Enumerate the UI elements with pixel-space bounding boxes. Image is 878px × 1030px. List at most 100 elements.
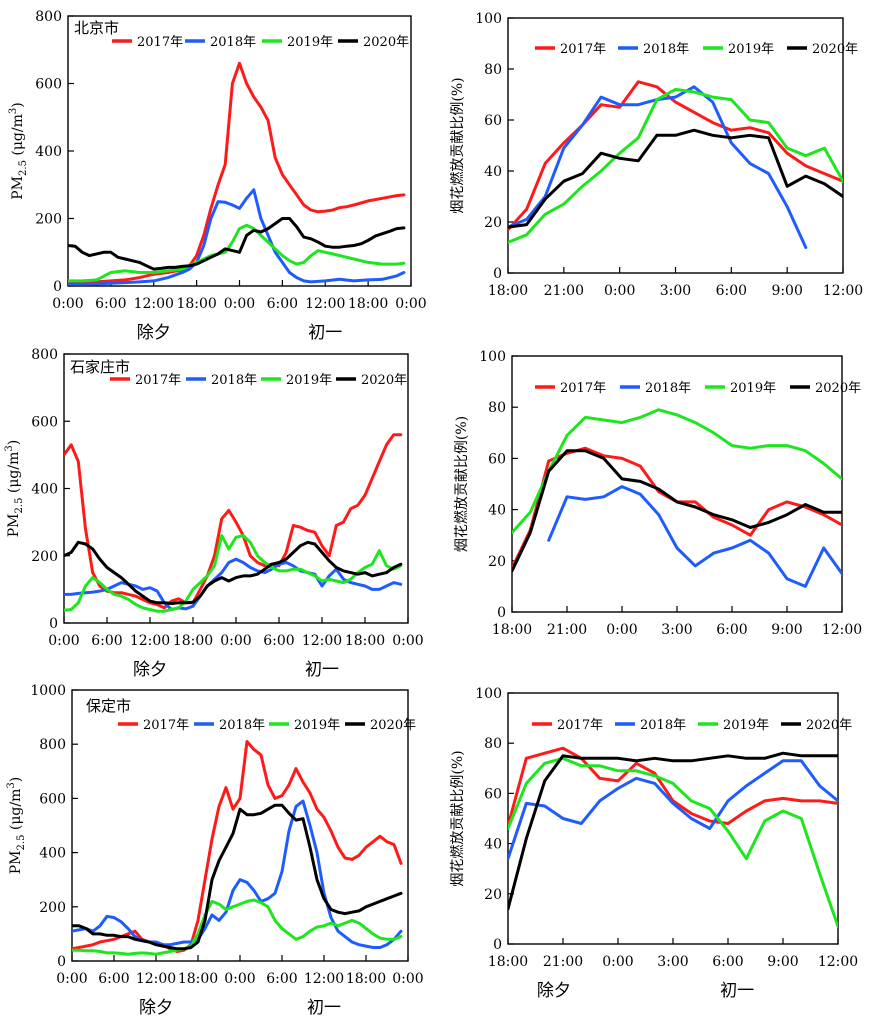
y-axis-title-part: 2.5: [18, 160, 29, 176]
x-tick-label: 0:00: [224, 296, 255, 312]
chart-panel-shijiazhuang-ratio: 0 20 40 60 80 100 18:00 21:00 0:00 3:00 6:00 9:00 12…: [453, 349, 862, 638]
series-line-2017: [72, 740, 403, 953]
y-tick-label: 100: [475, 11, 502, 27]
x-tick-label: 0:00: [395, 296, 426, 312]
series-line-2017: [68, 61, 406, 285]
x-tick-label: 18:00: [346, 971, 386, 987]
y-tick-label: 200: [39, 900, 66, 916]
y-tick-label: 0: [57, 954, 66, 970]
y-tick-label: 1000: [30, 683, 66, 699]
x-tick-label: 0:00: [220, 633, 251, 649]
x-tick-label: 6:00: [98, 971, 129, 987]
y-tick-label: 20: [488, 554, 506, 570]
y-axis-title-part: 2.5: [14, 498, 25, 514]
x-tick-label: 3:00: [661, 622, 692, 638]
day-label: 初一: [305, 660, 339, 680]
x-tick-label: 6:00: [95, 296, 126, 312]
y-tick-label: 600: [35, 77, 62, 93]
y-axis-title-part: (μg/m: [10, 114, 26, 160]
y-tick-label: 0: [493, 937, 502, 953]
x-tick-label: 9:00: [767, 954, 798, 970]
y-tick-label: 200: [31, 549, 58, 565]
series-line-2018: [508, 759, 838, 861]
x-tick-label: 12:00: [130, 633, 170, 649]
series-line-2020: [512, 449, 842, 573]
y-tick-label: 60: [488, 451, 506, 467]
x-tick-label: 0:00: [392, 971, 423, 987]
x-tick-label: 18:00: [488, 954, 528, 970]
x-tick-label: 6:00: [267, 296, 298, 312]
series-line-2017: [64, 433, 403, 610]
series-line-2019: [72, 898, 403, 956]
x-tick-label: 18:00: [176, 296, 216, 312]
legend-label: 2018年: [643, 42, 689, 57]
series-line-2019: [512, 408, 842, 535]
x-tick-label: 12:00: [823, 283, 863, 299]
legend-label: 2020年: [363, 35, 409, 50]
day-label: 除夕: [133, 660, 167, 680]
y-axis-title: PM2.5 (μg/m3): [6, 777, 27, 874]
y-tick-label: 600: [31, 414, 58, 430]
series-line-2018: [547, 485, 842, 588]
panel-title: 石家庄市: [70, 358, 130, 376]
y-tick-label: 80: [484, 736, 502, 752]
legend-label: 2020年: [815, 381, 861, 396]
y-tick-label: 80: [484, 62, 502, 78]
series-line-2020: [508, 751, 838, 911]
legend-label: 2020年: [361, 373, 407, 388]
x-tick-label: 18:00: [488, 283, 528, 299]
x-tick-label: 0:00: [48, 633, 79, 649]
legend-label: 2020年: [806, 718, 852, 733]
legend-label: 2019年: [728, 42, 774, 57]
y-tick-label: 200: [35, 212, 62, 228]
x-tick-label: 6:00: [712, 954, 743, 970]
series-line-2020: [72, 803, 403, 951]
x-tick-label: 6:00: [91, 633, 122, 649]
y-tick-label: 0: [53, 279, 62, 295]
y-axis-title-part: PM: [10, 176, 26, 200]
x-tick-label: 9:00: [771, 622, 802, 638]
legend-label: 2019年: [294, 718, 340, 733]
y-axis-title-part: ): [10, 102, 26, 107]
series-line-2019: [508, 87, 843, 244]
series-line-2019: [64, 534, 403, 613]
legend-label: 2017年: [143, 718, 189, 733]
legend-label: 2017年: [560, 381, 606, 396]
x-tick-label: 6:00: [263, 633, 294, 649]
series-line-2018: [64, 557, 403, 611]
day-label: 初一: [307, 998, 341, 1018]
y-axis-title-part: ): [8, 777, 24, 782]
y-axis-title: 烟花燃放贡献比例(%): [449, 77, 466, 213]
y-axis-title-part: PM: [6, 513, 22, 537]
legend-label: 2019年: [287, 35, 333, 50]
day-label: 除夕: [137, 323, 171, 343]
x-tick-label: 18:00: [173, 633, 213, 649]
x-tick-label: 0:00: [56, 971, 87, 987]
x-tick-label: 21:00: [547, 622, 587, 638]
x-tick-label: 6:00: [716, 622, 747, 638]
x-tick-label: 12:00: [305, 296, 345, 312]
y-axis-title-part: (μg/m: [6, 452, 22, 498]
y-tick-label: 60: [484, 113, 502, 129]
x-tick-label: 18:00: [178, 971, 218, 987]
legend-label: 2017年: [560, 42, 606, 57]
x-tick-label: 0:00: [392, 633, 423, 649]
y-axis-title-part: 2.5: [16, 835, 27, 851]
x-tick-label: 3:00: [657, 954, 688, 970]
x-tick-label: 12:00: [818, 954, 858, 970]
y-tick-label: 400: [31, 482, 58, 498]
y-axis-title: PM2.5 (μg/m3): [4, 440, 25, 537]
x-tick-label: 12:00: [302, 633, 342, 649]
legend-label: 2017年: [557, 718, 603, 733]
legend-label: 2019年: [730, 381, 776, 396]
y-tick-label: 80: [488, 400, 506, 416]
legend-label: 2017年: [137, 35, 183, 50]
series-line-2020: [64, 540, 403, 605]
y-axis-title-part: PM: [8, 850, 24, 874]
y-tick-label: 0: [49, 616, 58, 632]
legend-label: 2018年: [640, 718, 686, 733]
y-tick-label: 40: [484, 164, 502, 180]
